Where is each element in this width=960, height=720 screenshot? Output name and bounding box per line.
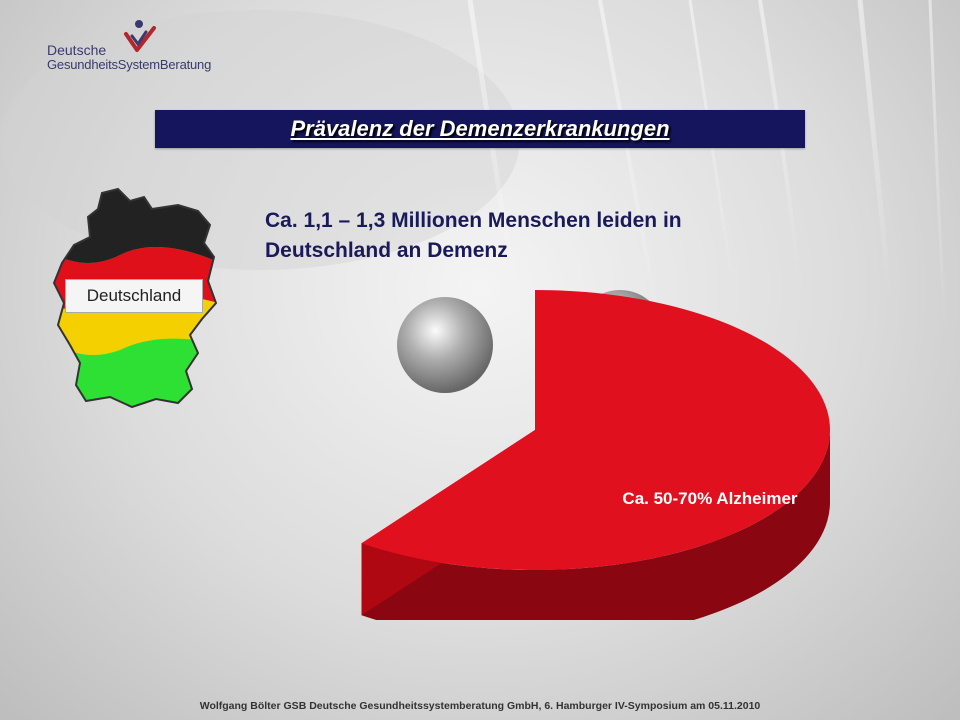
logo-text-line2: GesundheitsSystemBeratung: [47, 57, 212, 72]
pie-chart: Ca. 50-70% Alzheimer: [361, 290, 830, 620]
logo-text-line1: Deutsche: [47, 42, 107, 58]
pie-slice-label: Ca. 50-70% Alzheimer: [622, 489, 797, 508]
company-logo: Deutsche GesundheitsSystemBeratung: [40, 18, 220, 78]
slide-title: Prävalenz der Demenzerkrankungen: [290, 116, 670, 141]
map-label: Deutschland: [65, 279, 203, 313]
pie-slice-alzheimer: [361, 290, 830, 570]
footer-text: Wolfgang Bölter GSB Deutsche Gesundheits…: [199, 700, 761, 712]
title-bar: Prävalenz der Demenzerkrankungen: [155, 110, 805, 148]
pie-slice-side: [361, 430, 830, 620]
prevalence-statement: Ca. 1,1 – 1,3 Millionen Menschen leiden …: [265, 209, 682, 262]
checkmark-figure-icon: [124, 20, 156, 52]
